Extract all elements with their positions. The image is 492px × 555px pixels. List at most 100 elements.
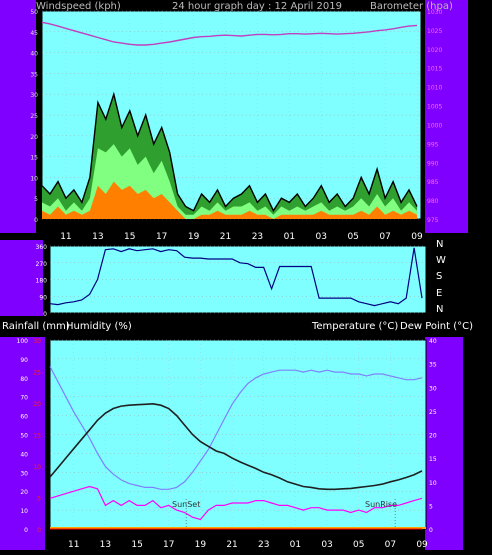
left-frame-bottom	[0, 337, 45, 550]
wind-x-tick-label: 19	[188, 232, 200, 242]
barometer-y-tick-label: 1000	[427, 122, 442, 129]
wind-y-tick-label: 50	[30, 9, 38, 16]
wind-y-tick-label: 25	[30, 113, 38, 120]
temperature-x-tick-label: 23	[258, 540, 269, 550]
left-frame-top	[0, 0, 36, 233]
humidity-y-tick-label: 0	[24, 527, 28, 534]
wind-x-tick-label: 23	[252, 232, 263, 242]
humidity-y-tick-label: 10	[20, 508, 28, 515]
barometer-line	[41, 21, 418, 46]
direction-label-south: S	[436, 271, 443, 282]
wind-x-tick-label: 13	[92, 232, 103, 242]
dewpoint-axis-title: Dew Point (°C)	[400, 321, 474, 332]
wind-y-tick-label: 30	[30, 92, 38, 99]
direction-label-north-top: N	[436, 239, 444, 250]
wind-y-tick-label: 15	[30, 155, 38, 162]
sunrise-marker-label: SunRise	[365, 500, 398, 509]
direction-label-west: W	[436, 255, 446, 266]
temperature-x-tick-label: 01	[290, 540, 301, 550]
barometer-y-tick-label: 995	[427, 141, 439, 148]
temperature-y-tick-label: 20	[429, 433, 437, 440]
temperature-line	[49, 402, 423, 491]
wind-y-tick-label: 0	[34, 217, 38, 224]
rainfall-y-tick-label: 20	[33, 401, 41, 408]
humidity-y-tick-label: 30	[20, 470, 28, 477]
temperature-y-tick-label: 0	[429, 527, 433, 534]
temperature-y-tick-label: 40	[429, 338, 437, 345]
temperature-x-tick-label: 15	[131, 540, 142, 550]
wind-x-tick-label: 11	[60, 232, 71, 242]
humidity-axis-title: Humidity (%)	[66, 321, 132, 332]
temperature-y-tick-label: 5	[429, 503, 433, 510]
wind-x-tick-label: 21	[220, 232, 231, 242]
barometer-y-tick-label: 985	[427, 179, 439, 186]
humidity-y-tick-label: 100	[17, 338, 29, 345]
humidity-y-tick-label: 70	[20, 395, 28, 402]
humidity-y-tick-label: 50	[20, 433, 28, 440]
temperature-x-tick-label: 07	[385, 540, 396, 550]
temperature-x-tick-label: 09	[416, 540, 428, 550]
wind-y-tick-label: 20	[30, 134, 38, 141]
chart-title: 24 hour graph day : 12 April 2019	[172, 1, 342, 12]
barometer-y-tick-label: 1020	[427, 47, 442, 54]
rainfall-axis-title: Rainfall (mm)	[2, 321, 70, 332]
rainfall-y-tick-label: 30	[33, 338, 41, 345]
rainfall-y-tick-label: 0	[37, 527, 41, 534]
barometer-y-tick-label: 1005	[427, 104, 442, 111]
wind-x-tick-label: 15	[124, 232, 135, 242]
right-frame-bottom	[425, 337, 463, 550]
humidity-y-tick-label: 80	[20, 376, 28, 383]
temperature-y-tick-label: 10	[429, 480, 437, 487]
direction-y-tick-label: 360	[36, 244, 48, 251]
direction-label-north-bottom: N	[436, 304, 444, 315]
barometer-y-tick-label: 1015	[427, 66, 442, 73]
direction-label-east: E	[436, 288, 443, 299]
barometer-y-tick-label: 975	[427, 217, 439, 224]
barometer-y-tick-label: 1030	[427, 9, 442, 16]
direction-y-tick-label: 90	[39, 294, 47, 301]
temperature-x-tick-label: 13	[100, 540, 111, 550]
temperature-x-tick-label: 17	[163, 540, 174, 550]
wind-x-tick-label: 09	[411, 232, 423, 242]
right-frame-top	[425, 0, 468, 233]
temperature-axis-title: Temperature (°C)	[312, 321, 399, 332]
temperature-x-tick-label: 05	[353, 540, 364, 550]
rainfall-y-tick-label: 15	[33, 433, 41, 440]
sunset-marker-label: SunSet	[172, 500, 201, 509]
temperature-y-tick-label: 35	[429, 362, 437, 369]
direction-y-tick-label: 0	[43, 311, 47, 318]
wind-gust-line	[41, 91, 418, 213]
wind-y-tick-label: 10	[30, 175, 38, 182]
temperature-x-tick-label: 03	[321, 540, 332, 550]
wind-y-tick-label: 5	[34, 196, 38, 203]
left-frame-direction	[0, 240, 43, 316]
temperature-x-tick-label: 11	[68, 540, 79, 550]
wind-x-tick-label: 07	[379, 232, 390, 242]
wind-y-tick-label: 45	[30, 30, 38, 37]
rainfall-y-tick-label: 5	[37, 496, 41, 503]
humidity-y-tick-label: 60	[20, 414, 28, 421]
temperature-y-tick-label: 25	[429, 409, 437, 416]
direction-y-tick-label: 270	[36, 261, 48, 268]
wind-y-tick-label: 40	[30, 51, 38, 58]
humidity-y-tick-label: 40	[20, 451, 28, 458]
rainfall-y-tick-label: 25	[33, 370, 41, 377]
rainfall-y-tick-label: 10	[33, 464, 41, 471]
temperature-y-tick-label: 30	[429, 385, 437, 392]
temperature-y-tick-label: 15	[429, 456, 437, 463]
wind-x-tick-label: 05	[347, 232, 358, 242]
wind-x-tick-label: 17	[156, 232, 167, 242]
temperature-x-tick-label: 19	[195, 540, 207, 550]
dewpoint-line	[49, 485, 423, 521]
wind-low-area	[42, 181, 418, 219]
wind-x-tick-label: 01	[284, 232, 295, 242]
wind-direction-line	[49, 247, 423, 307]
barometer-y-tick-label: 1025	[427, 28, 442, 35]
humidity-y-tick-label: 90	[20, 357, 28, 364]
barometer-y-tick-label: 980	[427, 198, 439, 205]
barometer-axis-title: Barometer (hpa)	[370, 1, 453, 12]
humidity-y-tick-label: 20	[20, 489, 28, 496]
barometer-y-tick-label: 1010	[427, 85, 442, 92]
